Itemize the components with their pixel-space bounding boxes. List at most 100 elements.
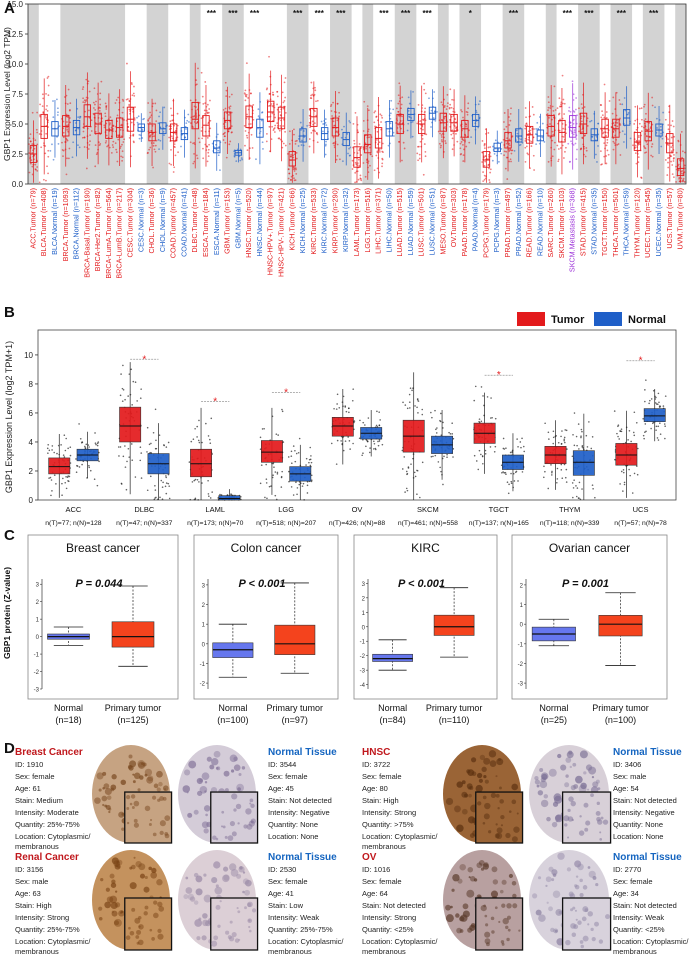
tissue-texture xyxy=(196,936,201,941)
inset-texture xyxy=(231,793,238,800)
data-point xyxy=(667,161,669,164)
data-point xyxy=(204,102,207,105)
data-point xyxy=(281,410,284,413)
box xyxy=(676,158,685,177)
significance-mark: * xyxy=(142,354,146,365)
data-point xyxy=(351,168,354,170)
tissue-texture xyxy=(138,863,146,871)
data-point xyxy=(109,116,112,119)
data-point xyxy=(140,388,142,390)
data-point xyxy=(57,142,60,145)
data-point xyxy=(325,124,328,127)
data-point xyxy=(46,109,49,112)
data-point xyxy=(602,131,605,134)
data-point xyxy=(516,438,518,440)
data-point xyxy=(53,474,56,476)
data-point xyxy=(421,408,424,411)
case-id: ID: 2770 xyxy=(613,865,642,874)
data-point xyxy=(648,121,651,124)
normal-box xyxy=(572,450,595,476)
box xyxy=(364,134,372,154)
data-point xyxy=(312,129,314,132)
data-point xyxy=(454,125,456,128)
data-point xyxy=(228,112,231,114)
category-label: KICH.Normal (n=25) xyxy=(298,188,307,253)
data-point xyxy=(146,426,149,429)
data-point xyxy=(568,110,570,112)
data-point xyxy=(208,143,210,146)
inset-texture xyxy=(505,832,511,839)
data-point xyxy=(47,155,50,158)
data-point xyxy=(430,455,433,458)
data-point xyxy=(637,134,640,137)
case-quantity: Quantity: <25% xyxy=(613,925,665,934)
tissue-texture xyxy=(511,881,517,886)
data-point xyxy=(445,108,448,111)
data-point xyxy=(520,446,522,449)
box xyxy=(353,146,361,168)
gray-band xyxy=(362,4,374,184)
data-point xyxy=(108,146,111,149)
p-value: P = 0.044 xyxy=(76,578,123,590)
data-point xyxy=(621,103,624,106)
data-point xyxy=(310,97,313,100)
data-point xyxy=(562,127,565,130)
data-point xyxy=(351,159,354,162)
data-point xyxy=(509,119,512,122)
data-point xyxy=(575,485,577,487)
case-id: ID: 1016 xyxy=(362,865,391,874)
data-point xyxy=(435,432,438,434)
data-point xyxy=(572,487,575,489)
data-point xyxy=(563,463,566,466)
data-point xyxy=(460,153,463,155)
data-point xyxy=(205,145,208,148)
data-point xyxy=(360,154,363,156)
data-point xyxy=(259,436,262,439)
data-point xyxy=(119,128,122,131)
data-point xyxy=(204,112,206,115)
data-point xyxy=(419,496,421,499)
data-point xyxy=(56,107,59,110)
box xyxy=(493,142,501,153)
data-point xyxy=(612,140,615,143)
inset-texture xyxy=(495,832,503,840)
data-point xyxy=(438,142,441,145)
y-tick-label: -2 xyxy=(360,654,366,660)
inset-texture xyxy=(502,917,509,925)
case-stain: Stain: Low xyxy=(268,901,304,910)
data-point xyxy=(424,107,427,110)
category-label: BRCA.Tumor (n=1093) xyxy=(61,188,70,261)
data-point xyxy=(123,119,125,121)
tissue-texture xyxy=(109,895,118,904)
inset-texture xyxy=(491,930,495,934)
tissue-texture xyxy=(552,873,557,877)
data-point xyxy=(211,491,213,493)
data-point xyxy=(167,473,170,476)
tissue-texture xyxy=(538,914,546,922)
data-point xyxy=(99,113,101,116)
case-location: Location: Cytoplasmic/ xyxy=(362,937,438,946)
data-point xyxy=(347,436,349,438)
data-point xyxy=(245,95,248,98)
data-point xyxy=(335,463,338,465)
inset-texture xyxy=(149,818,153,822)
y-tick-label: 10.0 xyxy=(7,60,23,69)
data-point xyxy=(597,145,599,147)
data-point xyxy=(585,149,588,152)
significance-mark: *** xyxy=(584,9,594,18)
data-point xyxy=(545,132,548,135)
inset-texture xyxy=(599,838,603,841)
data-point xyxy=(467,102,470,105)
data-point xyxy=(186,119,189,122)
data-point xyxy=(158,148,160,151)
data-point xyxy=(309,458,312,461)
data-point xyxy=(137,115,140,118)
chart-title: Colon cancer xyxy=(231,541,302,555)
data-point xyxy=(153,498,156,501)
tissue-texture xyxy=(445,797,454,806)
data-point xyxy=(310,474,313,477)
data-point xyxy=(272,129,275,132)
normal-box xyxy=(643,408,666,422)
category-label: PCPG.Normal (n=3) xyxy=(492,188,501,253)
data-point xyxy=(46,165,48,168)
